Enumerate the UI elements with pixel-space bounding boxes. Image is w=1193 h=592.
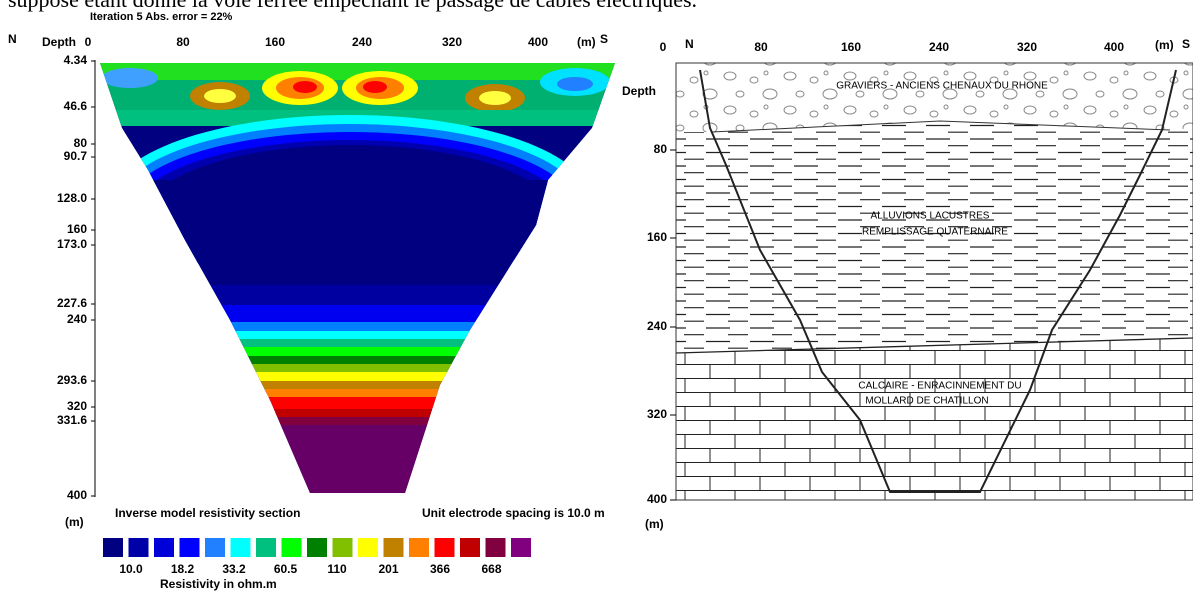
color-swatch (409, 538, 429, 557)
color-scale-label: 668 (481, 562, 501, 576)
color-swatch (281, 538, 302, 557)
distance-tick-label: 0 (660, 40, 667, 54)
depth-tick-label: 80 (654, 142, 668, 156)
depth-tick-label: 80 (74, 136, 88, 150)
layer-label: ALLUVIONS LACUSTRES (871, 211, 990, 222)
south-label: S (1182, 37, 1190, 51)
color-scale-label: 18.2 (171, 562, 195, 576)
depth-tick-label: 240 (647, 319, 667, 333)
spacing-note: Unit electrode spacing is 10.0 m (422, 506, 605, 520)
distance-unit: (m) (577, 35, 596, 49)
distance-tick-label: 80 (176, 35, 190, 49)
distance-unit: (m) (1155, 38, 1174, 52)
distance-tick-label: 320 (1017, 40, 1037, 54)
depth-tick-label: 331.6 (57, 413, 87, 427)
depth-tick-label: 160 (647, 230, 667, 244)
color-swatch (511, 538, 531, 557)
color-swatch (103, 538, 123, 557)
distance-tick-label: 160 (265, 35, 285, 49)
depth-tick-label: 173.0 (57, 237, 87, 251)
color-scale-label: 110 (327, 562, 347, 576)
depth-unit: (m) (65, 515, 84, 529)
layer-label: REMPLISSAGE QUATERNAIRE (862, 227, 1008, 238)
layer-label: CALCAIRE - ENRACINNEMENT DU (858, 381, 1021, 392)
north-label: N (8, 32, 17, 46)
north-label: N (685, 37, 694, 51)
depth-tick-label: 160 (67, 222, 87, 236)
depth-tick-label: 293.6 (57, 373, 87, 387)
layer-label: MOLLARD DE CHATILLON (865, 396, 988, 407)
distance-tick-label: 80 (754, 40, 768, 54)
depth-tick-label: 128.0 (57, 191, 87, 205)
color-swatch (154, 538, 174, 557)
color-scale-label: 10.0 (119, 562, 143, 576)
color-scale-label: 33.2 (222, 562, 246, 576)
color-swatch (332, 538, 353, 557)
color-swatch (485, 538, 506, 557)
resistivity-section (100, 63, 615, 493)
layer-label: GRAVIERS - ANCIENS CHENAUX DU RHONE (836, 81, 1048, 92)
distance-tick-label: 0 (85, 35, 92, 49)
depth-unit: (m) (645, 517, 664, 531)
depth-label: Depth (42, 35, 76, 49)
distance-tick-label: 240 (929, 40, 949, 54)
color-scale-label: 366 (430, 562, 450, 576)
distance-tick-label: 160 (841, 40, 861, 54)
color-scale-label: 60.5 (274, 562, 298, 576)
geologic-section (675, 62, 1193, 501)
depth-tick-label: 46.6 (64, 99, 88, 113)
depth-tick-label: 227.6 (57, 296, 87, 310)
color-swatch (307, 538, 327, 557)
south-label: S (600, 32, 608, 46)
color-scale (103, 538, 531, 557)
depth-tick-label: 4.34 (64, 53, 88, 67)
color-swatch (128, 538, 149, 557)
depth-tick-label: 320 (67, 399, 87, 413)
depth-tick-label: 90.7 (64, 149, 88, 163)
section-title: Inverse model resistivity section (115, 506, 300, 520)
color-swatch (460, 538, 480, 557)
depth-tick-label: 400 (67, 488, 87, 502)
color-swatch (383, 538, 404, 557)
color-swatch (230, 538, 251, 557)
color-swatch (179, 538, 200, 557)
distance-tick-label: 400 (528, 35, 548, 49)
iteration-label: Iteration 5 Abs. error = 22% (90, 11, 233, 23)
depth-tick-label: 400 (647, 492, 667, 506)
distance-tick-label: 320 (442, 35, 462, 49)
color-swatch (358, 538, 378, 557)
color-swatch (256, 538, 276, 557)
depth-tick-label: 240 (67, 312, 87, 326)
distance-tick-label: 400 (1104, 40, 1124, 54)
depth-tick-label: 320 (647, 407, 667, 421)
color-scale-title: Resistivity in ohm.m (160, 577, 277, 591)
color-swatch (205, 538, 225, 557)
caption-fragment: supposé étant donné la voie ferrée empêc… (8, 0, 697, 12)
color-scale-label: 201 (378, 562, 398, 576)
depth-label: Depth (622, 84, 656, 98)
distance-tick-label: 240 (352, 35, 372, 49)
color-swatch (434, 538, 455, 557)
